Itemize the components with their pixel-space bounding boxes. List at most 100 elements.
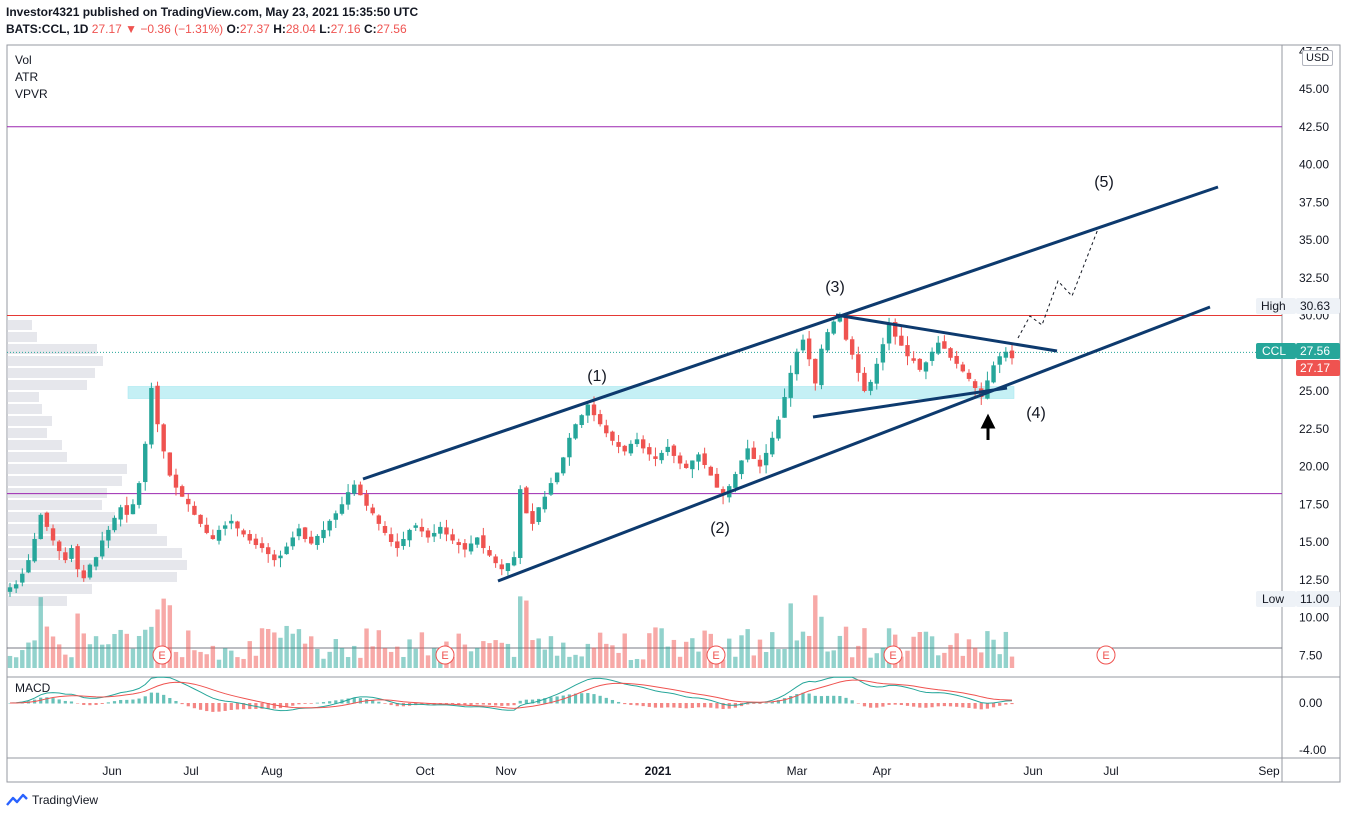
candle-body xyxy=(739,460,744,475)
candle-body xyxy=(991,365,996,383)
candle-body xyxy=(278,555,283,559)
macd-histogram-bar xyxy=(512,703,516,706)
volume-bar xyxy=(622,633,627,668)
volume-bar xyxy=(979,652,984,668)
macd-histogram-bar xyxy=(782,698,787,704)
macd-histogram-bar xyxy=(463,703,467,706)
volume-bar xyxy=(229,650,234,668)
publisher-info: Investor4321 published on TradingView.co… xyxy=(6,5,418,19)
candle-body xyxy=(462,543,468,550)
low-value: 11.00 xyxy=(1300,592,1329,606)
candle-body xyxy=(972,381,978,388)
macd-histogram-bar xyxy=(518,700,522,704)
candle-body xyxy=(333,513,339,520)
macd-histogram-bar xyxy=(494,703,498,706)
candle-body xyxy=(911,358,916,361)
volume-bar xyxy=(917,632,922,668)
volume-bar xyxy=(149,626,154,668)
volume-bar xyxy=(474,647,480,668)
price-tick-label: 17.50 xyxy=(1299,497,1329,511)
macd-histogram-bar xyxy=(162,694,166,704)
price-tick-label: 10.00 xyxy=(1299,611,1329,625)
price-tick-label: 12.50 xyxy=(1299,573,1329,587)
candle-body xyxy=(32,538,37,562)
candle-body xyxy=(923,362,929,372)
volume-bar xyxy=(1009,656,1015,668)
candle-body xyxy=(714,473,720,488)
open-value: 27.37 xyxy=(239,22,270,36)
candle-body xyxy=(124,505,129,515)
macd-histogram-bar xyxy=(389,703,393,706)
candle-body xyxy=(431,532,437,537)
macd-histogram-bar xyxy=(672,703,676,708)
candle-body xyxy=(757,459,763,467)
candle-body xyxy=(272,554,277,561)
candle-body xyxy=(899,335,904,346)
macd-histogram-bar xyxy=(125,699,129,704)
candle-body xyxy=(880,344,886,363)
macd-histogram-bar xyxy=(721,703,725,710)
candle-body xyxy=(425,530,431,538)
indicator-vol[interactable]: Vol xyxy=(15,53,32,67)
volume-bar xyxy=(763,651,769,668)
volume-bar xyxy=(259,628,265,668)
volume-bar xyxy=(610,645,615,668)
volume-bar xyxy=(63,654,68,668)
macd-histogram-bar xyxy=(63,700,67,704)
macd-histogram-bar xyxy=(586,693,590,704)
macd-histogram-bar xyxy=(76,703,80,704)
candle-body xyxy=(720,489,726,496)
candle-body xyxy=(677,455,683,464)
indicator-vpvr[interactable]: VPVR xyxy=(15,87,48,101)
candle-body xyxy=(38,514,43,540)
volume-bar xyxy=(991,639,996,668)
candle-body xyxy=(893,322,898,337)
macd-histogram-bar xyxy=(856,703,860,704)
candle-body xyxy=(450,534,455,541)
volume-bar xyxy=(997,654,1002,668)
volume-bar xyxy=(757,639,763,668)
low-value: 27.16 xyxy=(330,22,361,36)
candle-body xyxy=(819,348,824,386)
volume-bar xyxy=(800,631,806,668)
volume-bar xyxy=(179,657,185,668)
macd-histogram-bar xyxy=(1004,703,1008,705)
candle-body xyxy=(929,351,935,361)
candle-body xyxy=(50,528,56,541)
volume-bar xyxy=(788,603,793,668)
close-label: C: xyxy=(363,22,377,36)
candle-body xyxy=(634,439,640,445)
candle-body xyxy=(474,537,480,545)
candle-body xyxy=(444,527,449,535)
macd-histogram-bar xyxy=(1010,703,1014,705)
volume-bar xyxy=(81,633,86,668)
volume-bar xyxy=(1003,631,1009,668)
currency-badge[interactable]: USD xyxy=(1302,50,1334,66)
candle-body xyxy=(671,445,677,456)
candle-body xyxy=(640,439,646,449)
volume-bar xyxy=(720,659,726,668)
macd-histogram-bar xyxy=(328,701,332,704)
macd-histogram-bar xyxy=(451,703,455,705)
macd-histogram-bar xyxy=(321,702,326,704)
macd-histogram-bar xyxy=(678,703,682,708)
volume-bar xyxy=(530,640,535,668)
macd-histogram-bar xyxy=(168,697,172,704)
candle-body xyxy=(511,557,517,566)
volume-bar xyxy=(407,639,412,668)
indicator-atr[interactable]: ATR xyxy=(15,70,39,84)
candle-body xyxy=(800,339,806,351)
macd-histogram-bar xyxy=(524,699,528,704)
wave-label: (3) xyxy=(825,279,845,296)
macd-histogram-bar xyxy=(985,703,990,709)
macd-histogram-bar xyxy=(303,703,307,704)
tradingview-footer[interactable]: TradingView xyxy=(6,793,98,807)
macd-histogram-bar xyxy=(51,698,55,704)
macd-histogram-bar xyxy=(506,703,510,706)
volume-bar xyxy=(849,657,855,668)
symbol-name[interactable]: BATS:CCL, 1D xyxy=(6,22,89,36)
volume-bar xyxy=(130,648,136,668)
last-price: 27.17 xyxy=(91,22,122,36)
volume-bar xyxy=(671,639,677,668)
